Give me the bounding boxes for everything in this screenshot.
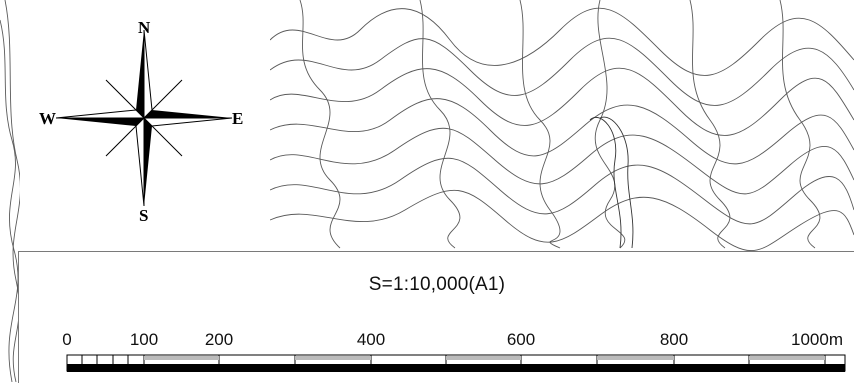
compass-rose-panel: N S E W bbox=[20, 0, 270, 244]
compass-rose-icon bbox=[55, 29, 233, 207]
compass-south-label: S bbox=[139, 206, 149, 225]
compass-east-label: E bbox=[232, 109, 244, 128]
scale-tick-label-100: 100 bbox=[129, 330, 159, 349]
scale-title: S=1:10,000(A1) bbox=[368, 274, 506, 295]
scale-tick-label-400: 400 bbox=[356, 330, 386, 349]
scale-bar bbox=[66, 354, 846, 372]
scale-panel: S=1:10,000(A1) 0 100 200 400 600 800 100… bbox=[18, 251, 854, 383]
compass-west-label: W bbox=[39, 109, 56, 128]
scale-tick-label-800: 800 bbox=[659, 330, 689, 349]
compass-north-label: N bbox=[138, 18, 151, 37]
scale-tick-label-200: 200 bbox=[204, 330, 234, 349]
scale-tick-label-0: 0 bbox=[62, 330, 72, 349]
scale-tick-label-600: 600 bbox=[506, 330, 536, 349]
scale-tick-label-1000m: 1000m bbox=[791, 330, 843, 349]
